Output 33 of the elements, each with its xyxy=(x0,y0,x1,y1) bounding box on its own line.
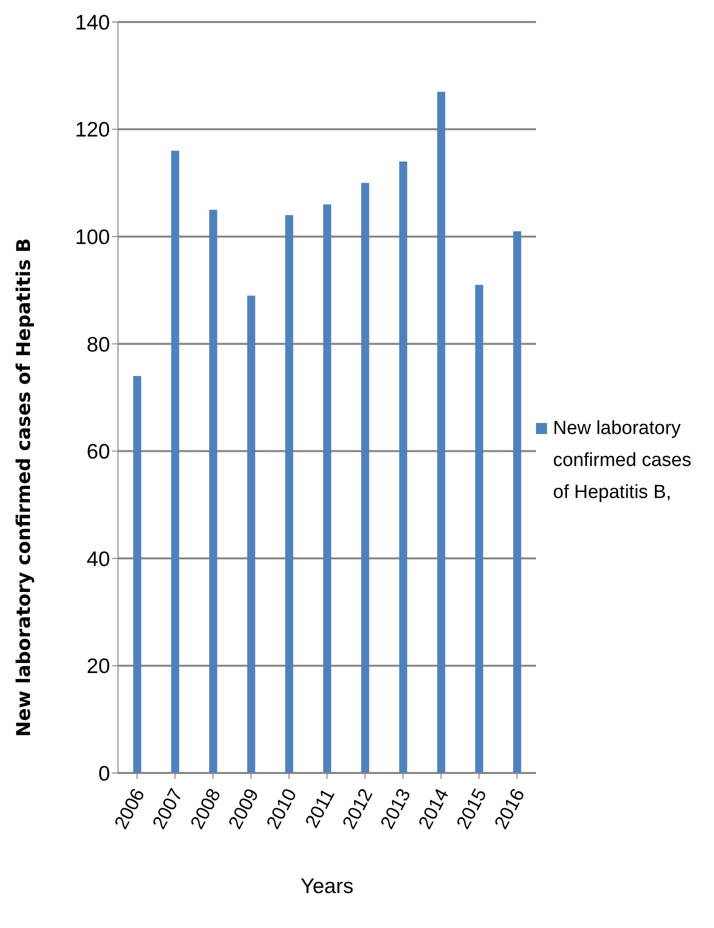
y-tick-label: 0 xyxy=(98,762,110,786)
x-tick-label: 2016 xyxy=(491,785,530,833)
bar xyxy=(133,376,142,773)
x-tick-label: 2009 xyxy=(225,785,264,833)
y-tick-label: 20 xyxy=(86,655,110,678)
bar xyxy=(399,161,408,773)
bar xyxy=(513,231,522,773)
x-tick-label: 2013 xyxy=(377,785,416,833)
bar xyxy=(323,204,332,773)
y-tick-label: 40 xyxy=(86,548,110,571)
x-tick-label: 2012 xyxy=(339,785,378,833)
x-tick-label: 2008 xyxy=(187,785,226,833)
x-tick-label: 2015 xyxy=(453,785,492,833)
x-tick-label: 2007 xyxy=(149,785,188,833)
bar xyxy=(209,210,218,773)
x-tick-label: 2006 xyxy=(111,785,150,833)
y-tick-label: 120 xyxy=(74,118,110,142)
y-axis-title: New laboratory confirmed cases of Hepatitis B xyxy=(13,238,35,737)
bar xyxy=(171,150,180,773)
x-tick-label: 2011 xyxy=(302,785,340,832)
bar xyxy=(437,92,446,773)
x-tick-label: 2010 xyxy=(263,785,302,833)
y-tick-label: 140 xyxy=(74,11,110,34)
y-tick-label: 100 xyxy=(74,226,110,250)
y-tick-label: 60 xyxy=(86,440,110,464)
bar xyxy=(361,182,370,773)
legend-label: New laboratory confirmed cases of Hepatitis B, xyxy=(553,416,692,504)
x-axis-title: Years xyxy=(300,875,354,898)
bar xyxy=(475,284,484,773)
y-tick-label: 80 xyxy=(86,333,110,356)
x-tick-label: 2014 xyxy=(415,785,454,833)
bar xyxy=(247,296,256,773)
bar xyxy=(285,215,294,773)
